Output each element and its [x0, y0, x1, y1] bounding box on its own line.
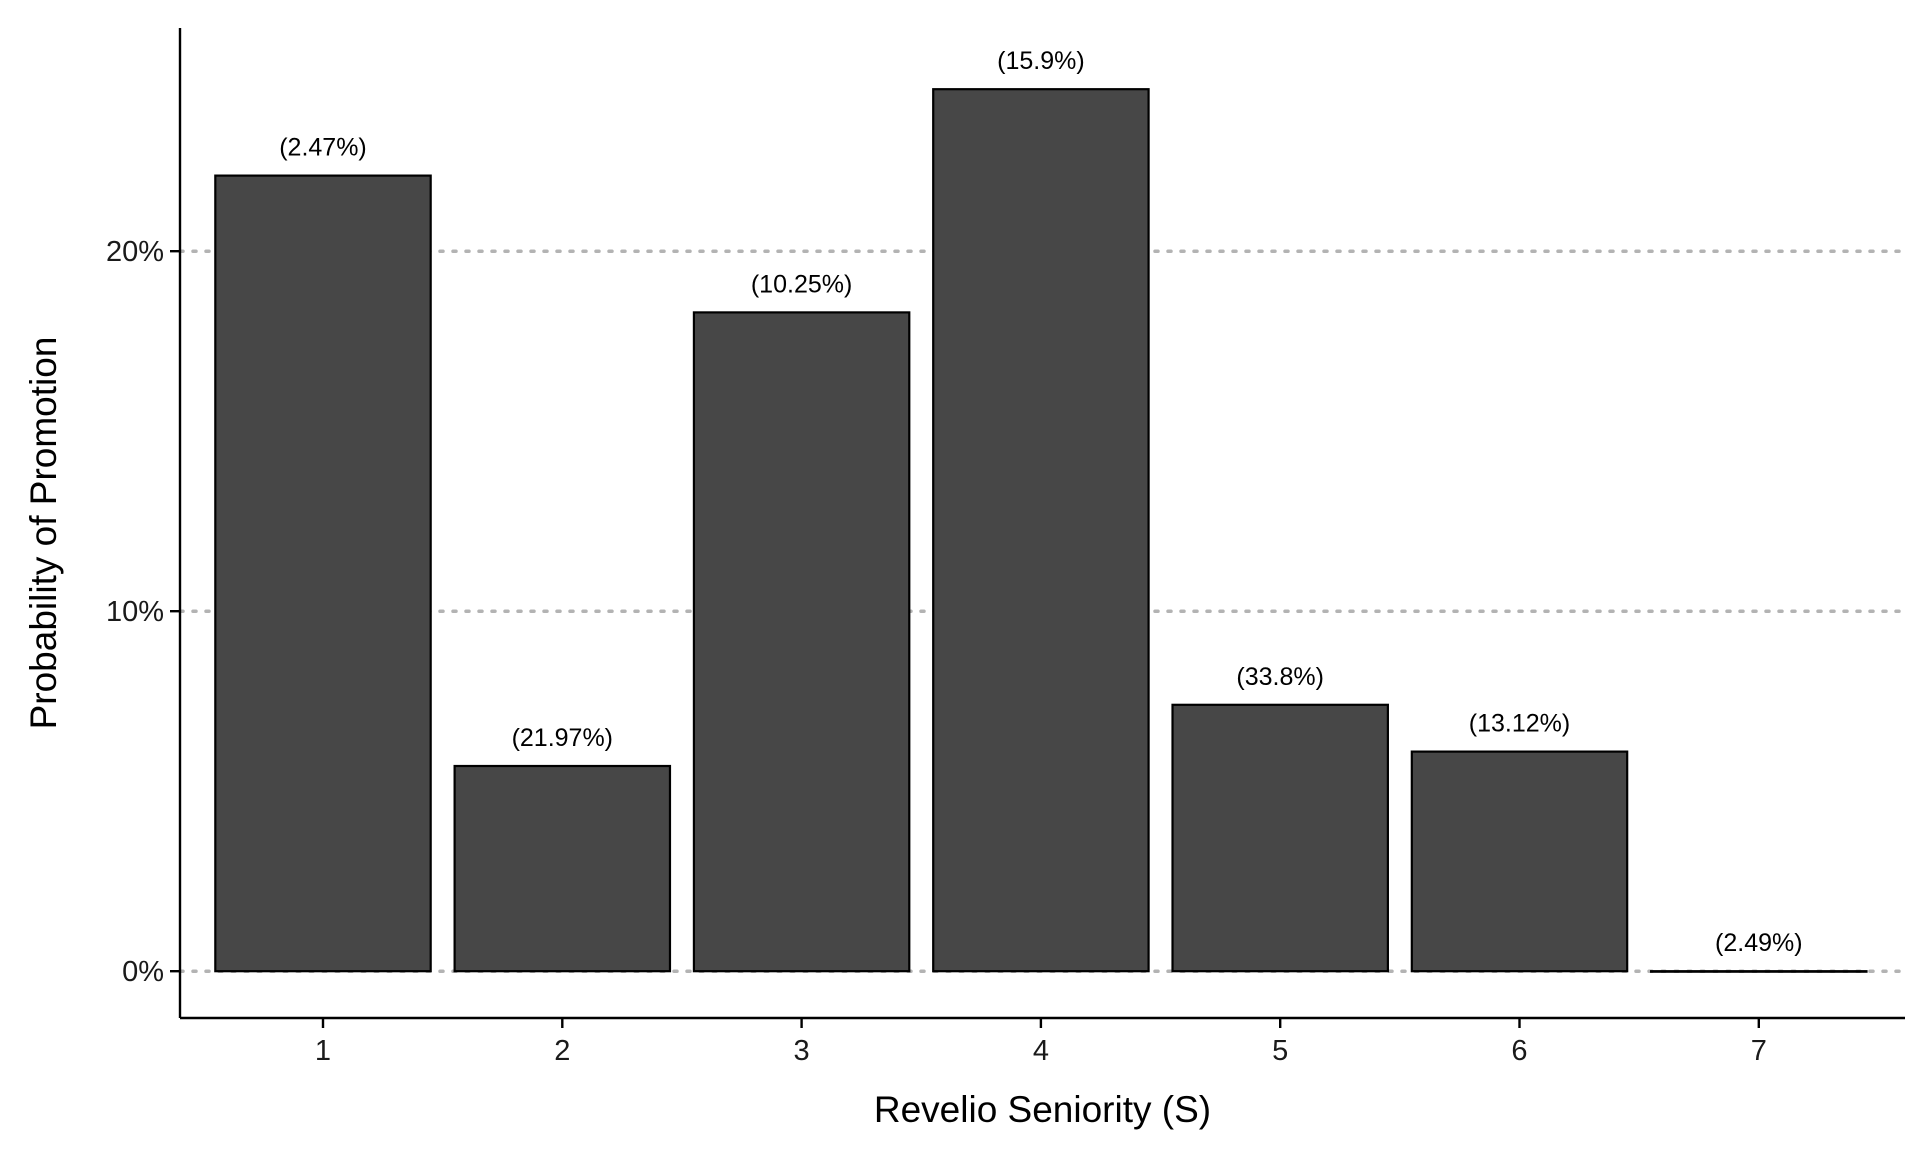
y-tick-label: 10%	[106, 596, 164, 628]
x-tick-label: 5	[1272, 1035, 1288, 1067]
bar-6	[1410, 750, 1629, 973]
x-tick-label: 2	[554, 1035, 570, 1067]
x-tick-label: 3	[794, 1035, 810, 1067]
y-tick-label: 20%	[106, 236, 164, 268]
y-tick-label: 0%	[122, 956, 164, 988]
x-tick-label: 6	[1511, 1035, 1527, 1067]
y-axis-title: Probability of Promotion	[23, 337, 64, 730]
bar-label-4: (15.9%)	[997, 47, 1085, 75]
x-tick-label: 4	[1033, 1035, 1049, 1067]
x-tick-label: 7	[1751, 1035, 1767, 1067]
x-axis-ticks: 1 2 3 4 5 6 7	[315, 1018, 1767, 1067]
bars	[214, 88, 1868, 973]
bar-1	[214, 174, 432, 973]
bar-4	[932, 88, 1150, 973]
bar-label-1: (2.47%)	[279, 134, 367, 162]
bar-2	[453, 764, 672, 973]
bar-7	[1650, 970, 1868, 973]
bar-label-7: (2.49%)	[1715, 929, 1803, 957]
bar-label-6: (13.12%)	[1469, 710, 1570, 738]
bar-labels: (2.47%) (21.97%) (10.25%) (15.9%) (33.8%) (13…	[279, 47, 1802, 957]
x-axis-title: Revelio Seniority (S)	[874, 1089, 1211, 1130]
bar-label-3: (10.25%)	[751, 270, 852, 298]
bar-3	[692, 311, 911, 973]
bar-label-5: (33.8%)	[1236, 663, 1324, 691]
bar-5	[1171, 703, 1389, 973]
x-tick-label: 1	[315, 1035, 331, 1067]
bar-label-2: (21.97%)	[512, 724, 613, 752]
y-axis-ticks: 0% 10% 20%	[106, 236, 180, 988]
